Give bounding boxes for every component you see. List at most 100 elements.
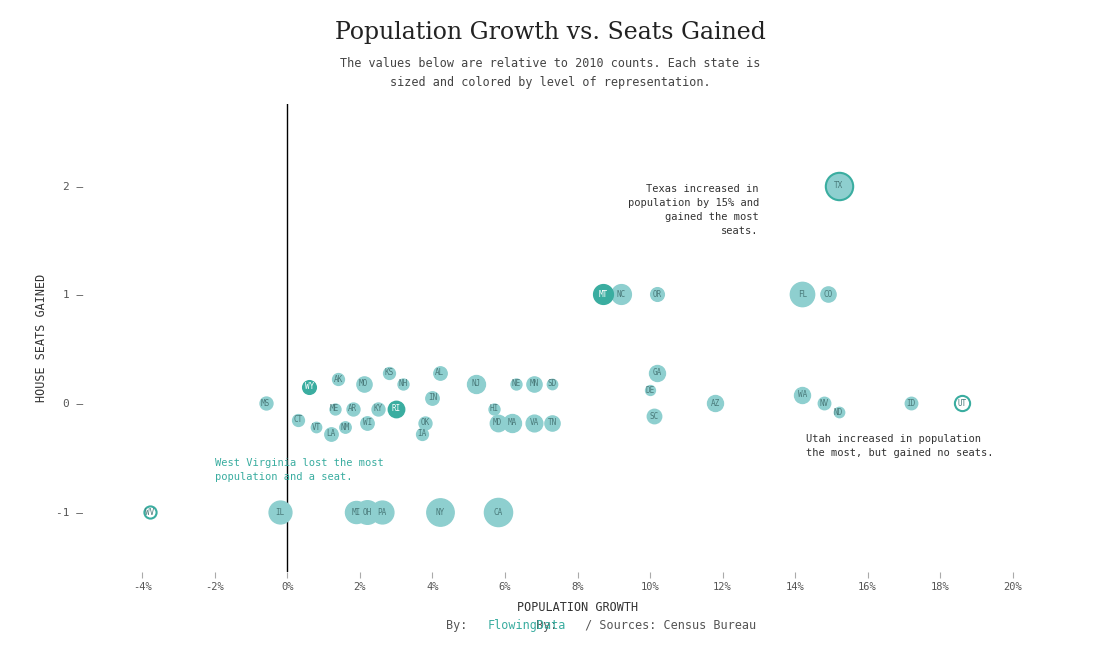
Text: NE: NE [512, 379, 520, 388]
Text: CO: CO [823, 290, 833, 299]
Point [525, 378, 542, 389]
Text: MN: MN [529, 379, 539, 388]
Text: NJ: NJ [471, 379, 481, 388]
Text: ID: ID [906, 399, 915, 408]
Point [953, 398, 970, 408]
Text: AR: AR [348, 404, 358, 413]
Point [322, 428, 340, 439]
Text: AL: AL [436, 369, 444, 378]
Point [300, 382, 318, 392]
Point [829, 181, 847, 191]
Text: VA: VA [529, 419, 539, 428]
Point [326, 404, 343, 414]
Text: UT: UT [957, 399, 967, 408]
Text: OK: OK [420, 419, 430, 428]
Text: GA: GA [652, 369, 662, 378]
Text: AK: AK [333, 375, 343, 384]
Point [468, 378, 485, 389]
Point [387, 404, 405, 414]
Point [395, 378, 412, 389]
Point [485, 404, 503, 414]
Point [829, 407, 847, 417]
Point [417, 418, 434, 428]
Point [793, 289, 811, 300]
Text: ND: ND [834, 408, 844, 417]
Text: TN: TN [548, 419, 557, 428]
Text: The values below are relative to 2010 counts. Each state is
sized and colored by: The values below are relative to 2010 co… [340, 57, 760, 89]
Point [818, 289, 836, 300]
Text: MI: MI [352, 508, 361, 517]
Point [613, 289, 630, 300]
Point [308, 422, 326, 432]
Point [359, 418, 376, 428]
Text: WY: WY [305, 382, 314, 391]
Text: MS: MS [261, 399, 271, 408]
Point [706, 398, 724, 408]
Text: NC: NC [616, 290, 626, 299]
Point [504, 418, 521, 428]
Text: VT: VT [311, 422, 321, 432]
Text: OR: OR [652, 290, 662, 299]
Point [649, 289, 667, 300]
Point [344, 404, 362, 414]
Point [424, 393, 441, 403]
Point [793, 389, 811, 400]
Text: CT: CT [294, 415, 302, 424]
Point [488, 507, 506, 517]
Text: NH: NH [399, 379, 408, 388]
Text: / Sources: Census Bureau: / Sources: Census Bureau [578, 619, 756, 632]
Text: WI: WI [363, 419, 372, 428]
Text: MO: MO [359, 379, 369, 388]
Text: MT: MT [598, 290, 607, 299]
Point [359, 507, 376, 517]
Text: MA: MA [507, 419, 517, 428]
Point [641, 385, 659, 395]
X-axis label: POPULATION GROWTH: POPULATION GROWTH [517, 601, 638, 614]
Text: RI: RI [392, 404, 400, 413]
Text: TX: TX [834, 181, 844, 190]
Text: IL: IL [275, 508, 285, 517]
Point [507, 378, 525, 389]
Text: AZ: AZ [711, 399, 719, 408]
Point [488, 418, 506, 428]
Point [412, 428, 430, 439]
Point [649, 368, 667, 378]
Point [373, 507, 390, 517]
Text: By:: By: [536, 619, 564, 632]
Text: MD: MD [493, 419, 503, 428]
Point [594, 289, 612, 300]
Text: FL: FL [798, 290, 807, 299]
Point [815, 398, 833, 408]
Point [329, 374, 346, 385]
Text: IN: IN [428, 393, 437, 402]
Text: DE: DE [646, 385, 654, 395]
Point [348, 507, 365, 517]
Text: CA: CA [493, 508, 503, 517]
Text: NM: NM [341, 422, 350, 432]
Text: HI: HI [490, 404, 498, 413]
Point [543, 418, 561, 428]
Text: West Virginia lost the most
population and a seat.: West Virginia lost the most population a… [214, 458, 384, 482]
Text: IA: IA [417, 429, 426, 438]
Point [431, 507, 449, 517]
Text: Utah increased in population
the most, but gained no seats.: Utah increased in population the most, b… [806, 434, 993, 458]
Point [381, 368, 398, 378]
Point [257, 398, 275, 408]
Text: OH: OH [363, 508, 372, 517]
Text: SC: SC [649, 412, 658, 421]
Text: WV: WV [145, 508, 154, 517]
Point [337, 422, 354, 432]
Text: PA: PA [377, 508, 386, 517]
Text: WA: WA [798, 390, 807, 399]
Point [141, 507, 158, 517]
Point [525, 418, 542, 428]
Point [272, 507, 289, 517]
Text: NY: NY [436, 508, 444, 517]
Y-axis label: HOUSE SEATS GAINED: HOUSE SEATS GAINED [35, 274, 47, 402]
Point [902, 398, 920, 408]
Text: SD: SD [548, 379, 557, 388]
Point [355, 378, 373, 389]
Text: Population Growth vs. Seats Gained: Population Growth vs. Seats Gained [334, 21, 766, 44]
Text: FlowingData: FlowingData [487, 619, 565, 632]
Text: NV: NV [820, 399, 828, 408]
